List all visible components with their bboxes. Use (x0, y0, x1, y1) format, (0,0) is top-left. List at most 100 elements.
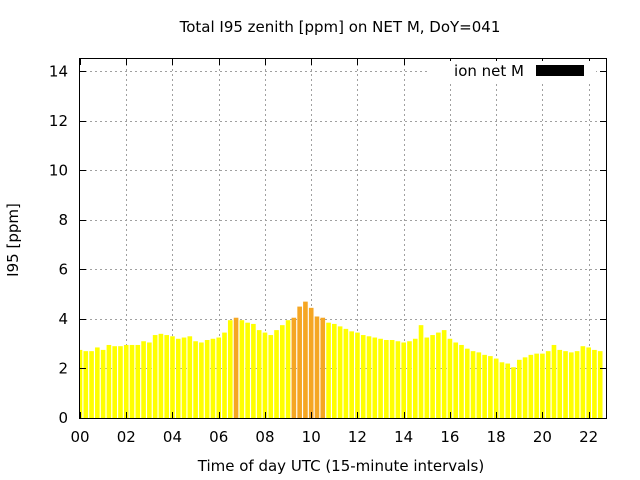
bar (279, 325, 285, 418)
bar (476, 352, 482, 418)
bar (424, 337, 430, 418)
bar (597, 351, 603, 418)
bar (89, 351, 94, 418)
bar (418, 325, 424, 418)
bar (262, 332, 268, 418)
bar (222, 332, 227, 418)
bar (251, 323, 256, 418)
x-tick-label: 06 (209, 428, 228, 446)
bar (152, 335, 158, 418)
bar (389, 340, 395, 418)
bar (135, 344, 141, 418)
bar (216, 337, 222, 418)
bar (170, 336, 175, 418)
bar (360, 335, 366, 418)
bar (308, 307, 314, 418)
x-axis-label: Time of day UTC (15-minute intervals) (197, 457, 484, 475)
bar (303, 301, 308, 418)
bar (210, 338, 216, 418)
y-tick-label: 12 (49, 112, 68, 130)
bar (100, 349, 106, 418)
bar (141, 341, 146, 418)
bar (563, 351, 568, 418)
bar (227, 320, 233, 418)
bar (464, 348, 470, 418)
bar (493, 358, 499, 418)
bar (378, 338, 383, 418)
bar (355, 332, 360, 418)
bar (80, 349, 83, 418)
bar (592, 349, 597, 418)
bar (326, 322, 331, 418)
bar (574, 351, 580, 418)
bar (349, 331, 354, 418)
bar (412, 338, 418, 418)
bar (164, 335, 170, 418)
bar (505, 363, 511, 418)
bar (545, 351, 551, 418)
bar (256, 330, 262, 418)
bar (181, 337, 187, 418)
y-tick-label: 0 (58, 409, 68, 427)
y-tick-label: 10 (49, 161, 68, 179)
x-tick-label: 10 (302, 428, 321, 446)
bar (534, 353, 539, 418)
bar (129, 344, 135, 418)
bar (268, 335, 274, 418)
bar (291, 317, 297, 418)
bar (343, 328, 349, 418)
bar (239, 320, 245, 418)
bar (441, 330, 447, 418)
bar (470, 351, 476, 418)
bar (384, 340, 389, 418)
chart-title: Total I95 zenith [ppm] on NET M, DoY=041 (179, 18, 501, 36)
bar (447, 338, 453, 418)
bar (522, 357, 528, 418)
x-tick-label: 22 (579, 428, 598, 446)
bar (366, 336, 372, 418)
bar (118, 346, 123, 418)
bar (199, 342, 204, 418)
y-tick-label: 4 (58, 310, 68, 328)
x-tick-label: 20 (533, 428, 552, 446)
x-tick-label: 00 (70, 428, 89, 446)
bar (337, 326, 343, 418)
bar (453, 342, 459, 418)
bar (580, 346, 586, 418)
x-tick-label: 08 (255, 428, 274, 446)
bar (158, 333, 164, 418)
bar (430, 335, 435, 418)
bar (204, 340, 210, 418)
bar (511, 367, 516, 418)
bar (314, 316, 320, 418)
bars (80, 301, 603, 418)
bar (147, 342, 152, 418)
bar (540, 353, 545, 418)
bar (488, 356, 493, 418)
y-tick-label: 8 (58, 211, 68, 229)
bar (459, 344, 464, 418)
y-tick-label: 2 (58, 359, 68, 377)
bar (482, 354, 487, 418)
bar (297, 306, 302, 418)
bar (499, 362, 505, 418)
bar (83, 351, 89, 418)
bar (320, 317, 326, 418)
bar (112, 346, 117, 418)
bar (106, 344, 112, 418)
bar (551, 344, 557, 418)
bar (516, 359, 522, 418)
bar (528, 354, 534, 418)
x-tick-label: 12 (348, 428, 367, 446)
legend-swatch (536, 65, 584, 76)
y-axis-label: I95 [ppm] (4, 203, 22, 277)
bar (245, 322, 250, 418)
bar (436, 332, 441, 418)
bar (407, 341, 412, 418)
x-tick-label: 18 (487, 428, 506, 446)
bar (401, 342, 407, 418)
bar (233, 317, 239, 418)
x-tick-label: 14 (394, 428, 413, 446)
